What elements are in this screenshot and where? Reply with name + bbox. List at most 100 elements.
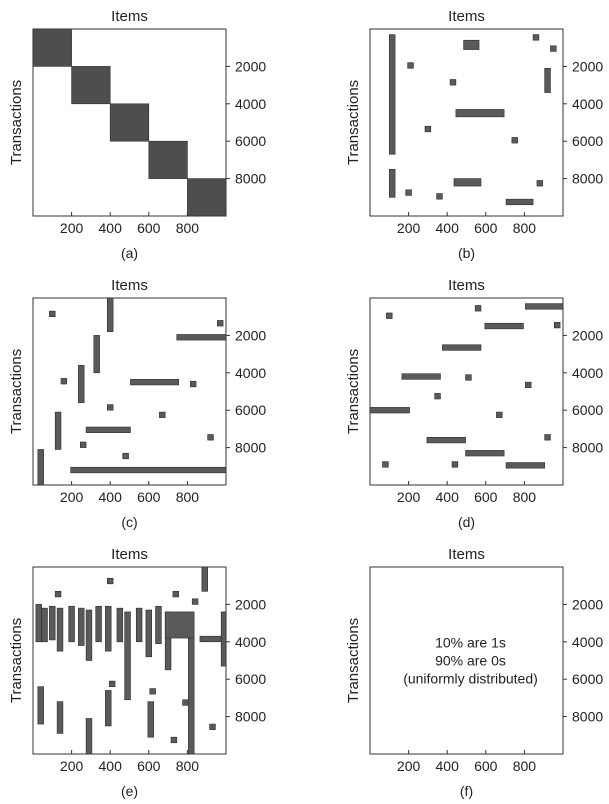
data-block <box>525 381 532 389</box>
y-axis-title: Transactions <box>345 80 362 165</box>
y-tick-label: 4000 <box>572 96 603 112</box>
data-block <box>116 607 124 643</box>
data-block <box>164 611 195 639</box>
data-block <box>532 34 540 41</box>
data-block <box>56 701 64 734</box>
x-tick-label: 400 <box>436 489 460 505</box>
data-block <box>424 125 432 133</box>
data-block <box>85 609 93 661</box>
panel-caption: (c) <box>121 514 137 530</box>
y-tick-label: 4000 <box>235 96 266 112</box>
data-block <box>386 312 393 319</box>
data-block <box>201 566 208 592</box>
y-axis-title: Transactions <box>8 618 25 703</box>
x-axis-title: Items <box>448 546 485 563</box>
data-block <box>85 426 131 433</box>
x-tick-label: 800 <box>176 489 200 505</box>
x-tick-label: 400 <box>99 489 123 505</box>
data-block <box>60 378 68 385</box>
data-block <box>525 303 564 310</box>
panel-d: 200 400 600 800 2000 4000 6000 8000 Items Transac… <box>345 277 603 530</box>
y-tick-label: 8000 <box>572 171 603 187</box>
x-tick-label: 800 <box>176 758 200 774</box>
x-tick-label: 600 <box>137 758 161 774</box>
x-tick-label: 400 <box>436 220 460 236</box>
data-block <box>463 39 480 50</box>
y-tick-label: 2000 <box>572 58 603 74</box>
data-block <box>49 310 56 317</box>
plot-frame <box>32 297 227 486</box>
y-tick-label: 6000 <box>572 133 603 149</box>
data-block <box>474 305 482 312</box>
data-block <box>49 605 56 641</box>
plot-frame <box>369 28 564 217</box>
data-block <box>148 140 188 179</box>
plot-frame <box>369 566 564 755</box>
data-block <box>187 178 227 217</box>
y-axis-title: Transactions <box>345 618 362 703</box>
data-block <box>105 605 112 652</box>
panel-b: 200 400 600 800 2000 4000 6000 8000 Items Transac… <box>345 8 603 261</box>
data-block <box>78 607 85 646</box>
y-tick-label: 8000 <box>572 709 603 725</box>
data-block <box>369 407 410 414</box>
x-tick-label: 800 <box>176 220 200 236</box>
data-block <box>484 322 524 330</box>
data-block <box>505 462 545 469</box>
panel-c: 200 400 600 800 2000 4000 6000 8000 Items Transac… <box>8 277 266 530</box>
data-block <box>465 450 505 457</box>
annotation-line: 90% are 0s <box>435 653 506 669</box>
y-tick-label: 4000 <box>572 634 603 650</box>
data-block <box>436 193 443 200</box>
data-block <box>536 180 544 187</box>
y-tick-label: 8000 <box>235 440 266 456</box>
data-block <box>182 699 189 706</box>
x-axis-title: Items <box>111 8 148 25</box>
x-tick-label: 800 <box>513 758 537 774</box>
x-tick-label: 600 <box>137 489 161 505</box>
y-tick-label: 2000 <box>235 58 266 74</box>
data-block <box>107 577 114 585</box>
data-block <box>170 736 178 744</box>
x-tick-label: 200 <box>397 489 421 505</box>
data-block <box>209 723 216 730</box>
x-axis-title: Items <box>111 546 148 563</box>
x-tick-label: 600 <box>137 220 161 236</box>
data-block <box>124 611 131 701</box>
y-tick-label: 2000 <box>235 596 266 612</box>
data-block <box>505 198 534 206</box>
y-tick-label: 6000 <box>572 671 603 687</box>
panel-e: 200 400 600 800 2000 4000 6000 8000 Items Transac… <box>8 546 266 799</box>
data-block <box>70 466 227 474</box>
y-tick-label: 2000 <box>235 327 266 343</box>
panel-caption: (a) <box>121 245 138 261</box>
data-block <box>220 611 227 667</box>
data-block <box>54 591 62 598</box>
annotation-line: 10% are 1s <box>435 635 506 651</box>
data-block <box>155 605 162 644</box>
x-tick-label: 200 <box>60 489 84 505</box>
data-block <box>189 380 197 388</box>
x-tick-label: 600 <box>474 489 498 505</box>
data-block <box>35 604 42 643</box>
annotation-line: (uniformly distributed) <box>403 671 538 687</box>
x-tick-label: 400 <box>436 758 460 774</box>
data-block <box>122 452 129 460</box>
data-block <box>455 109 505 118</box>
data-block <box>442 344 482 351</box>
data-block <box>207 434 214 441</box>
data-block <box>188 637 195 755</box>
data-block <box>68 605 75 643</box>
data-block <box>78 365 85 404</box>
y-axis-title: Transactions <box>8 349 25 434</box>
panel-caption: (d) <box>458 514 475 530</box>
data-block <box>79 441 87 448</box>
x-tick-label: 600 <box>474 758 498 774</box>
x-tick-label: 200 <box>397 758 421 774</box>
panel-f: 200 400 600 800 2000 4000 6000 8000 Items Transac… <box>345 546 603 799</box>
data-block <box>147 701 154 738</box>
data-block <box>544 434 551 441</box>
data-block <box>107 404 114 411</box>
data-block <box>32 28 72 67</box>
x-tick-label: 400 <box>99 758 123 774</box>
